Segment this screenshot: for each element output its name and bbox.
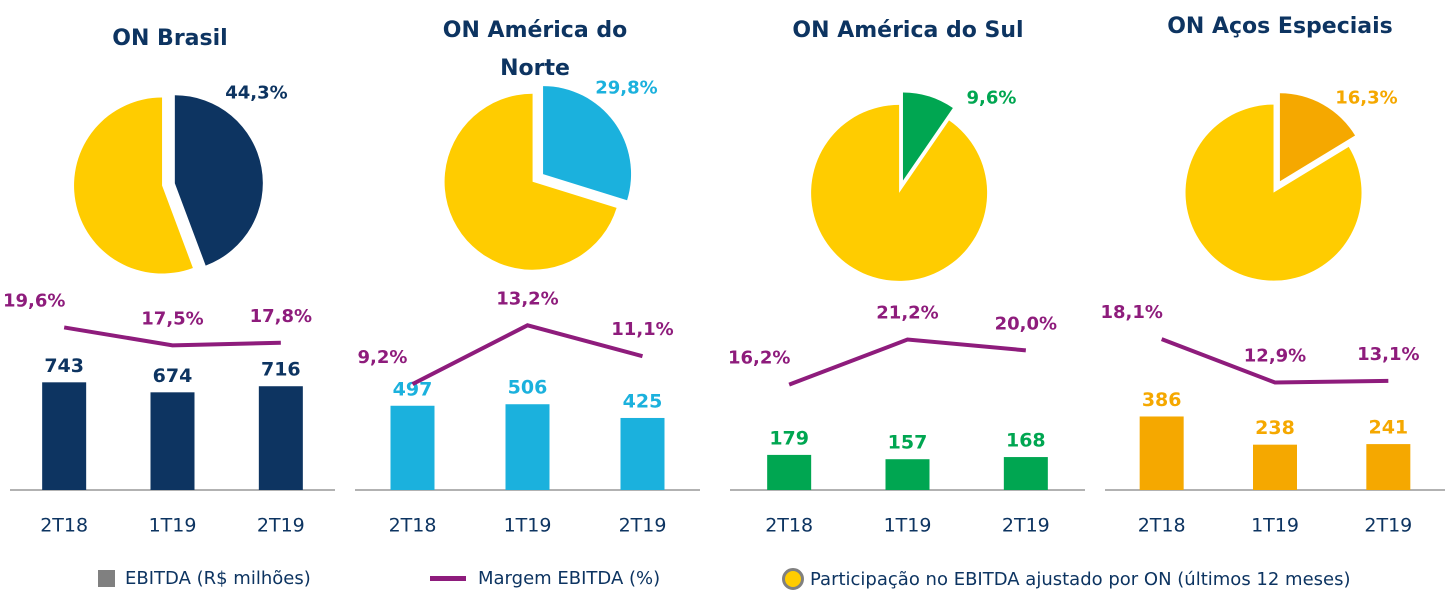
bar [1003, 457, 1048, 490]
bar [258, 386, 303, 490]
pie-label: 16,3% [1335, 88, 1397, 109]
x-tick-label: 2T18 [40, 515, 88, 537]
panel-title: ON América do Sul [792, 18, 1024, 43]
pie-rest [444, 93, 617, 270]
x-tick-label: 2T19 [257, 515, 305, 537]
line-label: 13,1% [1357, 344, 1419, 365]
margin-line [1160, 337, 1389, 385]
line-label: 20,0% [995, 313, 1057, 334]
line-label: 18,1% [1100, 302, 1162, 323]
line-label: 11,1% [611, 319, 673, 340]
pie-slice [1279, 93, 1356, 182]
x-tick-label: 1T19 [884, 515, 932, 537]
bar-label: 716 [261, 359, 301, 381]
x-tick-label: 2T18 [389, 515, 437, 537]
legend-item: Margem EBITDA (%) [430, 568, 660, 589]
x-tick-label: 2T19 [1002, 515, 1050, 537]
bar [620, 417, 665, 490]
legend-swatch [98, 570, 115, 587]
x-tick-label: 2T18 [765, 515, 813, 537]
pie-label: 44,3% [225, 83, 287, 104]
x-tick-label: 2T19 [1364, 515, 1412, 537]
bar-label: 743 [44, 355, 84, 377]
panel-title: ON Aços Especiais [1167, 14, 1393, 39]
line-label: 16,2% [728, 348, 790, 369]
bar-label: 386 [1142, 389, 1182, 411]
bar-label: 179 [769, 427, 809, 449]
line-label: 21,2% [876, 303, 938, 324]
bar [505, 404, 550, 490]
pie-rest [74, 97, 193, 274]
legend-label: Margem EBITDA (%) [478, 568, 661, 589]
line-label: 17,8% [250, 306, 312, 327]
line-label: 13,2% [496, 288, 558, 309]
bar-label: 425 [623, 390, 663, 412]
legend-item: Participação no EBITDA ajustado por ON (… [782, 568, 1351, 590]
bar-label: 241 [1368, 417, 1408, 439]
bar [150, 392, 195, 490]
margin-line [63, 325, 281, 348]
pie-label: 9,6% [966, 88, 1016, 109]
bar [390, 405, 435, 490]
bar-label: 168 [1006, 430, 1046, 452]
pie-rest [811, 104, 988, 281]
panel-title: ON Brasil [112, 26, 228, 51]
pie-slice [174, 95, 263, 266]
pie-label: 29,8% [595, 78, 657, 99]
bar [1139, 416, 1184, 490]
bar [1366, 444, 1411, 490]
bar-label: 497 [393, 378, 433, 400]
margin-line [788, 337, 1027, 387]
x-tick-label: 2T18 [1138, 515, 1186, 537]
x-tick-label: 2T19 [619, 515, 667, 537]
pie-slice [543, 86, 632, 201]
bar [1253, 444, 1297, 490]
legend-item: EBITDA (R$ milhões) [98, 568, 311, 589]
bar [885, 459, 930, 490]
bar-label: 674 [153, 365, 193, 387]
pie-rest [1185, 104, 1362, 281]
x-tick-label: 1T19 [149, 515, 197, 537]
line-label: 17,5% [141, 308, 203, 329]
bar [42, 382, 87, 490]
legend-label: Participação no EBITDA ajustado por ON (… [810, 568, 1351, 590]
line-label: 9,2% [358, 347, 408, 368]
legend-swatch [782, 568, 804, 590]
x-tick-label: 1T19 [504, 515, 552, 537]
bar-label: 506 [508, 377, 548, 399]
line-label: 19,6% [3, 290, 65, 311]
bar [767, 454, 812, 490]
line-label: 12,9% [1244, 346, 1306, 367]
margin-line [411, 323, 644, 386]
bar-label: 238 [1255, 417, 1295, 439]
bar-label: 157 [888, 432, 928, 454]
legend-label: EBITDA (R$ milhões) [125, 568, 311, 589]
legend-swatch [430, 576, 466, 581]
panel-title: ON América do Norte [442, 18, 628, 81]
x-tick-label: 1T19 [1251, 515, 1299, 537]
pie-slice [902, 92, 953, 181]
